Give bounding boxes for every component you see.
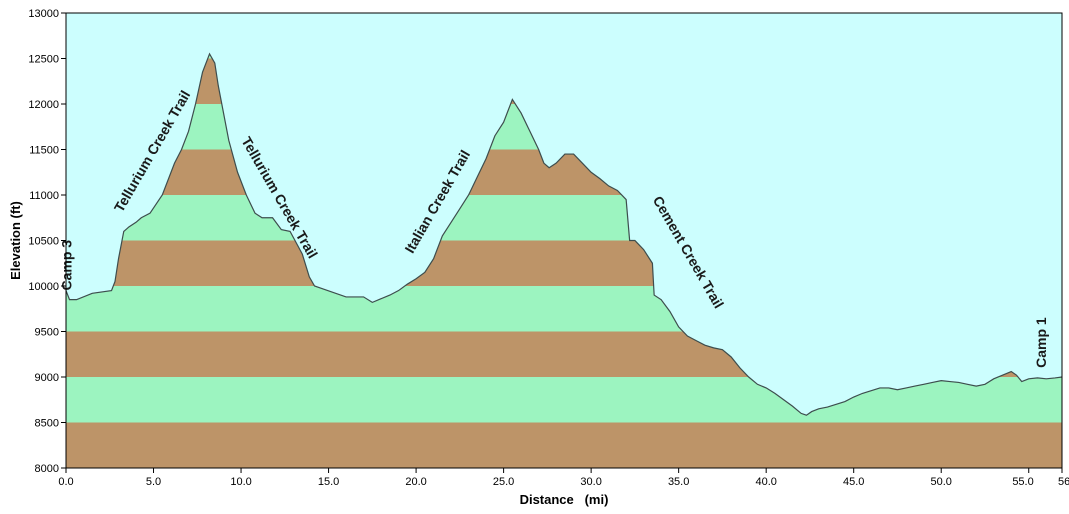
elevation-profile-line: [65, 52, 1063, 416]
y-tick-label: 10000: [28, 281, 59, 293]
y-tick-label: 8500: [35, 418, 59, 430]
plot-frame: [65, 12, 1063, 469]
x-tick-label: 55.0: [1012, 476, 1033, 488]
x-tick-label: 10.0: [230, 476, 251, 488]
y-tick-label: 9000: [35, 372, 59, 384]
x-tick-label: 30.0: [580, 476, 601, 488]
y-tick-label: 12000: [28, 99, 59, 111]
x-tick-label: 56.9: [1058, 476, 1069, 488]
y-tick-label: 12500: [28, 54, 59, 66]
y-axis: 8000 8500 9000 9500 10000 10500 11000 11500 1200…: [28, 8, 66, 475]
elevation-band: [66, 422, 1062, 468]
x-tick-label: 20.0: [405, 476, 426, 488]
y-tick-label: 9500: [35, 327, 59, 339]
x-tick-label: 15.0: [318, 476, 339, 488]
y-tick-label: 8000: [35, 463, 59, 475]
x-axis-title: Distance (mi): [520, 492, 609, 507]
x-tick-label: 50.0: [931, 476, 952, 488]
x-tick-label: 35.0: [668, 476, 689, 488]
y-tick-label: 10500: [28, 236, 59, 248]
y-tick-label: 11500: [29, 145, 59, 157]
x-tick-label: 45.0: [843, 476, 864, 488]
x-tick-label: 25.0: [493, 476, 514, 488]
x-tick-label: 0.0: [58, 476, 73, 488]
y-axis-title: Elevation (ft): [8, 201, 23, 280]
x-tick-label: 40.0: [755, 476, 776, 488]
trail-annotation: Camp 1: [1033, 317, 1049, 368]
x-tick-label: 5.0: [146, 476, 161, 488]
y-tick-label: 13000: [28, 8, 59, 20]
y-tick-label: 11000: [29, 190, 59, 202]
x-axis: 0.0 5.0 10.0 15.0 20.0 25.0 30.0 35.0 40.0 45.0 50…: [58, 468, 1069, 488]
